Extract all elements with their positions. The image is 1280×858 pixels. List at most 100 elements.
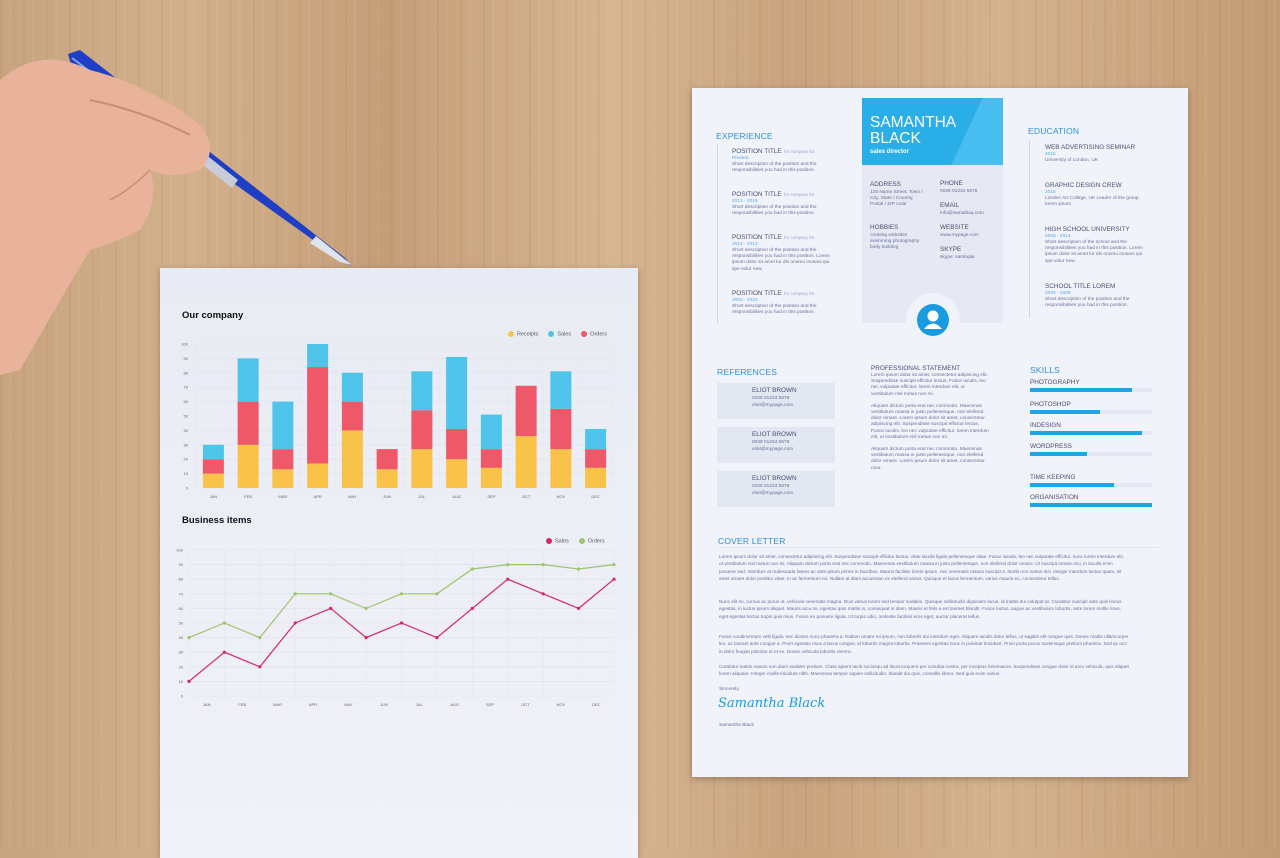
skill-name: PHOTOGRAPHY	[1030, 379, 1080, 386]
point-sales	[576, 606, 581, 610]
cover-paragraph: Fusce condimentum velit ligula, nec dict…	[719, 634, 1129, 654]
skill-name: ORGANISATION	[1030, 494, 1079, 501]
statement-paragraph: Lorem ipsum dolor sit amet, consectetur …	[871, 373, 988, 397]
y-tick-label: 40	[179, 635, 184, 640]
point-orders	[435, 592, 439, 596]
legend-item: Sales	[546, 538, 569, 544]
statement-heading: PROFESSIONAL STATEMENT	[871, 365, 961, 372]
website-label: WEBSITE	[940, 224, 969, 231]
cover-paragraph: Curabitur mattis mauris non diam sodales…	[719, 664, 1129, 677]
y-tick-label: 100	[181, 342, 188, 347]
point-orders	[222, 621, 227, 625]
bar-receipts-mar	[272, 469, 294, 488]
job-role: sales director	[870, 149, 910, 155]
position-description: Short description of the position and th…	[732, 162, 817, 174]
legend-label: Sales	[555, 538, 569, 545]
bar-orders-sep	[480, 449, 502, 468]
y-tick-label: 90	[184, 356, 189, 361]
experience-heading: EXPERIENCE	[716, 131, 773, 141]
x-tick-label: JUN	[383, 494, 391, 499]
skill-name: PHOTOSHOP	[1030, 401, 1071, 408]
point-sales	[470, 606, 474, 610]
bar-receipts-feb	[237, 444, 259, 488]
bar-orders-nov	[550, 408, 572, 450]
bar-orders-jun	[376, 449, 398, 470]
legend-label: Receipts	[517, 331, 539, 338]
legend-item: Receipts	[508, 331, 538, 337]
reference-email: eliot@mypage.com	[752, 403, 794, 408]
bar-sales-mar	[272, 401, 294, 450]
y-tick-label: 50	[179, 621, 184, 626]
skill-name: INDESIGN	[1030, 422, 1061, 429]
x-tick-label: MAR	[273, 702, 282, 707]
bar-sales-nov	[550, 371, 572, 409]
point-orders	[576, 567, 581, 571]
skill-name: TIME KEEPING	[1030, 474, 1076, 481]
x-tick-label: JUL	[416, 702, 424, 707]
y-tick-label: 30	[184, 442, 189, 447]
point-sales	[506, 577, 510, 581]
bar-orders-oct	[515, 385, 537, 437]
x-tick-label: AUG	[450, 702, 459, 707]
x-tick-label: FEB	[244, 494, 252, 499]
point-sales	[258, 665, 262, 669]
point-orders	[258, 636, 262, 640]
education-description: Short description of the position and th…	[1045, 297, 1130, 309]
education-heading: EDUCATION	[1028, 126, 1080, 136]
position-title: POSITION TITLE	[732, 148, 782, 155]
x-tick-label: JUL	[418, 494, 426, 499]
x-tick-label: DEC	[592, 702, 601, 707]
point-sales	[364, 636, 368, 640]
education-title: WEB ADVERTISING SEMINAR	[1045, 144, 1136, 151]
reference-name: ELIOT BROWN	[752, 387, 797, 394]
company-name: for company ltd	[784, 235, 815, 240]
y-tick-label: 0	[181, 694, 184, 699]
y-tick-label: 30	[179, 650, 184, 655]
point-sales	[329, 606, 333, 610]
legend-label: Orders	[587, 538, 605, 545]
reference-name: ELIOT BROWN	[752, 475, 797, 482]
reference-email: eliot@mypage.com	[752, 447, 794, 452]
y-tick-label: 90	[179, 562, 184, 567]
bar-chart: 0 10 20 30 40 50 60 70 80 90 100 JAN FEB MAR APR MAY JUN…	[181, 342, 614, 499]
bar-receipts-jul	[411, 449, 433, 488]
point-orders	[506, 563, 510, 567]
point-sales	[541, 592, 545, 596]
x-tick-label: JUN	[380, 702, 388, 707]
bar-receipts-may	[341, 430, 363, 488]
bar-orders-jan	[202, 459, 224, 474]
line-chart-title: Business items	[182, 515, 252, 526]
x-tick-label: JAN	[210, 494, 218, 499]
legend-swatch	[508, 331, 514, 337]
point-orders	[293, 592, 297, 596]
y-tick-label: 80	[179, 577, 184, 582]
statement-paragraph: Aliquam dictum porta erat nec commodo. M…	[871, 403, 989, 440]
skill-level-bar	[1030, 410, 1100, 414]
skill-level-bar	[1030, 483, 1115, 487]
reference-phone: 0028 01234 5678	[752, 396, 790, 401]
position-title: POSITION TITLE	[732, 234, 782, 241]
reference-card: ELIOT BROWN 0028 01234 5678 eliot@mypage.c…	[717, 471, 835, 507]
position-dates: Present	[732, 156, 749, 161]
bar-chart-legend: Receipts Sales Orders	[508, 331, 607, 337]
reference-phone: 0028 01234 5678	[752, 484, 790, 489]
references-heading: REFERENCES	[717, 367, 778, 377]
user-icon	[917, 304, 949, 336]
bar-sales-jul	[411, 371, 433, 411]
education-title: GRAPHIC DESIGN CREW	[1045, 182, 1122, 189]
y-tick-label: 70	[179, 591, 184, 596]
legend-swatch	[578, 538, 585, 544]
point-sales	[399, 621, 404, 625]
skill-level-bar	[1030, 452, 1088, 456]
first-name: SAMANTHA	[870, 114, 957, 131]
legend-label: Orders	[590, 331, 607, 338]
bar-receipts-sep	[480, 467, 502, 488]
point-orders	[329, 592, 333, 596]
skills-heading: SKILLS	[1030, 365, 1061, 375]
point-orders	[399, 592, 404, 596]
company-name: for company ltd	[784, 291, 815, 296]
y-tick-label: 10	[184, 471, 189, 476]
bar-receipts-dec	[585, 467, 607, 488]
bar-orders-apr	[307, 367, 329, 464]
position-description: Short description of the position and th…	[732, 304, 817, 316]
